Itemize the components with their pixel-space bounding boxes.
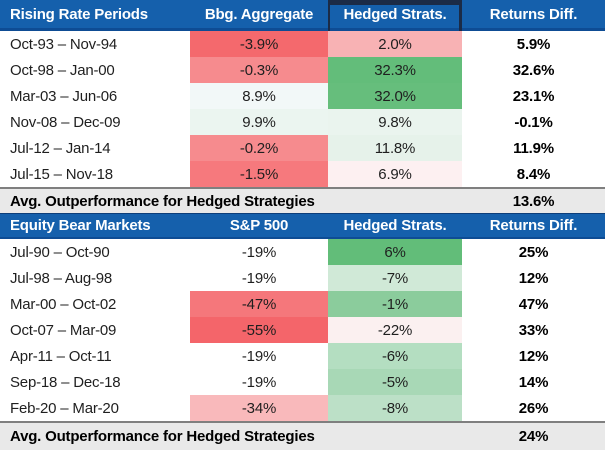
benchmark-value-cell: -19%	[190, 239, 328, 265]
table-row: Mar-00 – Oct-02 -47% -1% 47%	[0, 291, 605, 317]
table-row: Jul-90 – Oct-90 -19% 6% 25%	[0, 239, 605, 265]
benchmark-value-cell: -55%	[190, 317, 328, 343]
column-header-sp500: S&P 500	[229, 217, 289, 234]
benchmark-value-cell: -0.2%	[190, 135, 328, 161]
benchmark-value-cell: -1.5%	[190, 161, 328, 187]
hedged-value-cell: -22%	[328, 317, 462, 343]
average-label: Avg. Outperformance for Hedged Strategie…	[10, 428, 315, 445]
hedged-value-cell: -7%	[328, 265, 462, 291]
benchmark-value-cell: -47%	[190, 291, 328, 317]
benchmark-value-cell: -19%	[190, 265, 328, 291]
column-header-returns-diff: Returns Diff.	[489, 5, 578, 23]
column-header-equity-bear-markets: Equity Bear Markets	[10, 217, 151, 234]
returns-diff-cell: 47%	[518, 295, 549, 313]
period-cell: Mar-03 – Jun-06	[10, 87, 118, 105]
returns-diff-cell: -0.1%	[514, 113, 553, 131]
hedged-value-cell: 9.8%	[328, 109, 462, 135]
average-value: 24%	[518, 428, 549, 445]
hedged-value-cell: -6%	[328, 343, 462, 369]
returns-diff-cell: 8.4%	[516, 165, 551, 183]
hedged-value-cell: -1%	[328, 291, 462, 317]
hedged-value-cell: -8%	[328, 395, 462, 421]
returns-diff-cell: 14%	[518, 373, 549, 391]
period-cell: Sep-18 – Dec-18	[10, 373, 121, 391]
hedged-value-cell: 32.0%	[328, 83, 462, 109]
period-cell: Jul-98 – Aug-98	[10, 269, 113, 287]
period-cell: Oct-98 – Jan-00	[10, 61, 115, 79]
returns-diff-cell: 25%	[518, 243, 549, 261]
returns-diff-cell: 32.6%	[512, 61, 555, 79]
column-header-hedged-strats: Hedged Strats.	[343, 217, 447, 234]
returns-diff-cell: 12%	[518, 347, 549, 365]
hedged-value-cell: 11.8%	[328, 135, 462, 161]
rising-rates-table: Rising Rate Periods Bbg. Aggregate Hedge…	[0, 0, 605, 213]
average-outperformance-row: Avg. Outperformance for Hedged Strategie…	[0, 421, 605, 450]
period-cell: Jul-90 – Oct-90	[10, 243, 110, 261]
average-label: Avg. Outperformance for Hedged Strategie…	[10, 192, 315, 210]
returns-diff-cell: 11.9%	[513, 139, 554, 157]
benchmark-value-cell: -3.9%	[190, 31, 328, 57]
period-cell: Jul-15 – Nov-18	[10, 165, 113, 183]
column-header-bbg-aggregate: Bbg. Aggregate	[204, 5, 314, 23]
table-row: Jul-98 – Aug-98 -19% -7% 12%	[0, 265, 605, 291]
table-row: Oct-07 – Mar-09 -55% -22% 33%	[0, 317, 605, 343]
hedged-value-cell: 2.0%	[328, 31, 462, 57]
table-row: Apr-11 – Oct-11 -19% -6% 12%	[0, 343, 605, 369]
returns-diff-cell: 12%	[518, 269, 549, 287]
benchmark-value-cell: -0.3%	[190, 57, 328, 83]
benchmark-value-cell: -19%	[190, 369, 328, 395]
bear-markets-table: Equity Bear Markets S&P 500 Hedged Strat…	[0, 213, 605, 450]
benchmark-value-cell: -34%	[190, 395, 328, 421]
period-cell: Mar-00 – Oct-02	[10, 295, 117, 313]
benchmark-value-cell: -19%	[190, 343, 328, 369]
period-cell: Oct-93 – Nov-94	[10, 35, 118, 53]
column-header-returns-diff: Returns Diff.	[489, 217, 578, 234]
average-value: 13.6%	[512, 192, 555, 210]
hedged-value-cell: 6%	[328, 239, 462, 265]
period-cell: Apr-11 – Oct-11	[10, 347, 112, 365]
table-row: Jul-12 – Jan-14 -0.2% 11.8% 11.9%	[0, 135, 605, 161]
table-row: Nov-08 – Dec-09 9.9% 9.8% -0.1%	[0, 109, 605, 135]
hedged-value-cell: -5%	[328, 369, 462, 395]
table-row: Mar-03 – Jun-06 8.9% 32.0% 23.1%	[0, 83, 605, 109]
rising-rates-header-row: Rising Rate Periods Bbg. Aggregate Hedge…	[0, 0, 605, 31]
column-header-rising-rate-periods: Rising Rate Periods	[10, 5, 148, 23]
average-outperformance-row: Avg. Outperformance for Hedged Strategie…	[0, 187, 605, 213]
table-row: Oct-93 – Nov-94 -3.9% 2.0% 5.9%	[0, 31, 605, 57]
period-cell: Jul-12 – Jan-14	[10, 139, 111, 157]
table-row: Sep-18 – Dec-18 -19% -5% 14%	[0, 369, 605, 395]
benchmark-value-cell: 9.9%	[190, 109, 328, 135]
table-row: Oct-98 – Jan-00 -0.3% 32.3% 32.6%	[0, 57, 605, 83]
hedged-value-cell: 32.3%	[328, 57, 462, 83]
period-cell: Feb-20 – Mar-20	[10, 399, 119, 417]
period-cell: Nov-08 – Dec-09	[10, 113, 121, 131]
period-cell: Oct-07 – Mar-09	[10, 321, 117, 339]
bear-markets-header-row: Equity Bear Markets S&P 500 Hedged Strat…	[0, 213, 605, 239]
benchmark-value-cell: 8.9%	[190, 83, 328, 109]
returns-diff-cell: 26%	[518, 399, 549, 417]
hedged-value-cell: 6.9%	[328, 161, 462, 187]
table-row: Feb-20 – Mar-20 -34% -8% 26%	[0, 395, 605, 421]
column-header-hedged-strats: Hedged Strats.	[343, 5, 447, 23]
returns-diff-cell: 23.1%	[512, 87, 555, 105]
table-row: Jul-15 – Nov-18 -1.5% 6.9% 8.4%	[0, 161, 605, 187]
returns-diff-cell: 5.9%	[516, 35, 551, 53]
returns-diff-cell: 33%	[518, 321, 549, 339]
